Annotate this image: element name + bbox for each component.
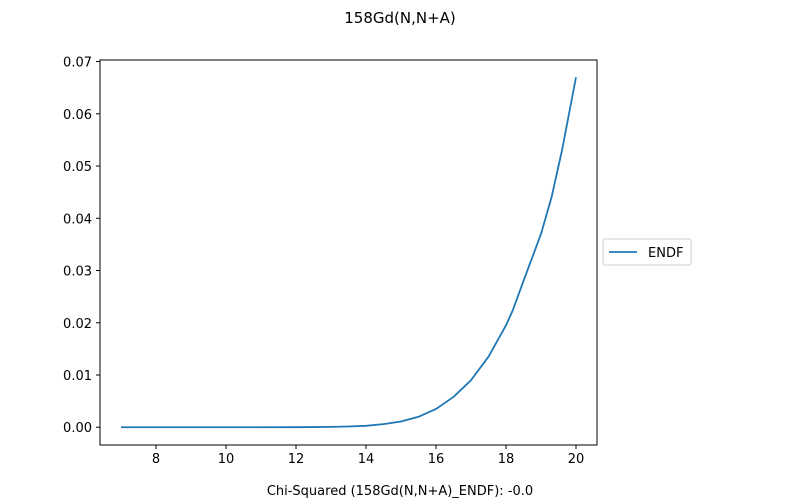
x-tick-label: 8 xyxy=(152,452,160,467)
axes-frame xyxy=(99,59,598,446)
x-tick-label: 14 xyxy=(358,452,375,467)
y-tick-label: 0.05 xyxy=(63,160,92,175)
y-tick-label: 0.04 xyxy=(63,212,92,227)
plot-area: 8 10 12 14 16 18 20 0.00 0.01 0.02 0.03 0.04 0.05 0.0… xyxy=(63,56,584,467)
x-tick-label: 18 xyxy=(498,452,515,467)
x-axis-label: Chi-Squared (158Gd(N,N+A)_ENDF): -0.0 xyxy=(267,484,533,499)
y-tick-label: 0.07 xyxy=(63,56,92,71)
y-tick-label: 0.00 xyxy=(63,421,92,436)
y-tick-label: 0.01 xyxy=(63,369,92,384)
x-tick-label: 16 xyxy=(428,452,445,467)
chart-title: 158Gd(N,N+A) xyxy=(344,9,456,27)
legend-box xyxy=(602,238,692,266)
y-tick-label: 0.06 xyxy=(63,108,92,123)
x-tick-label: 20 xyxy=(568,452,585,467)
y-tick-label: 0.02 xyxy=(63,317,92,332)
legend: ENDF xyxy=(602,238,692,266)
x-tick-label: 12 xyxy=(288,452,305,467)
y-tick-label: 0.03 xyxy=(63,265,92,280)
legend-label-endf: ENDF xyxy=(648,246,683,261)
x-tick-label: 10 xyxy=(218,452,235,467)
series-line-endf xyxy=(121,77,577,429)
